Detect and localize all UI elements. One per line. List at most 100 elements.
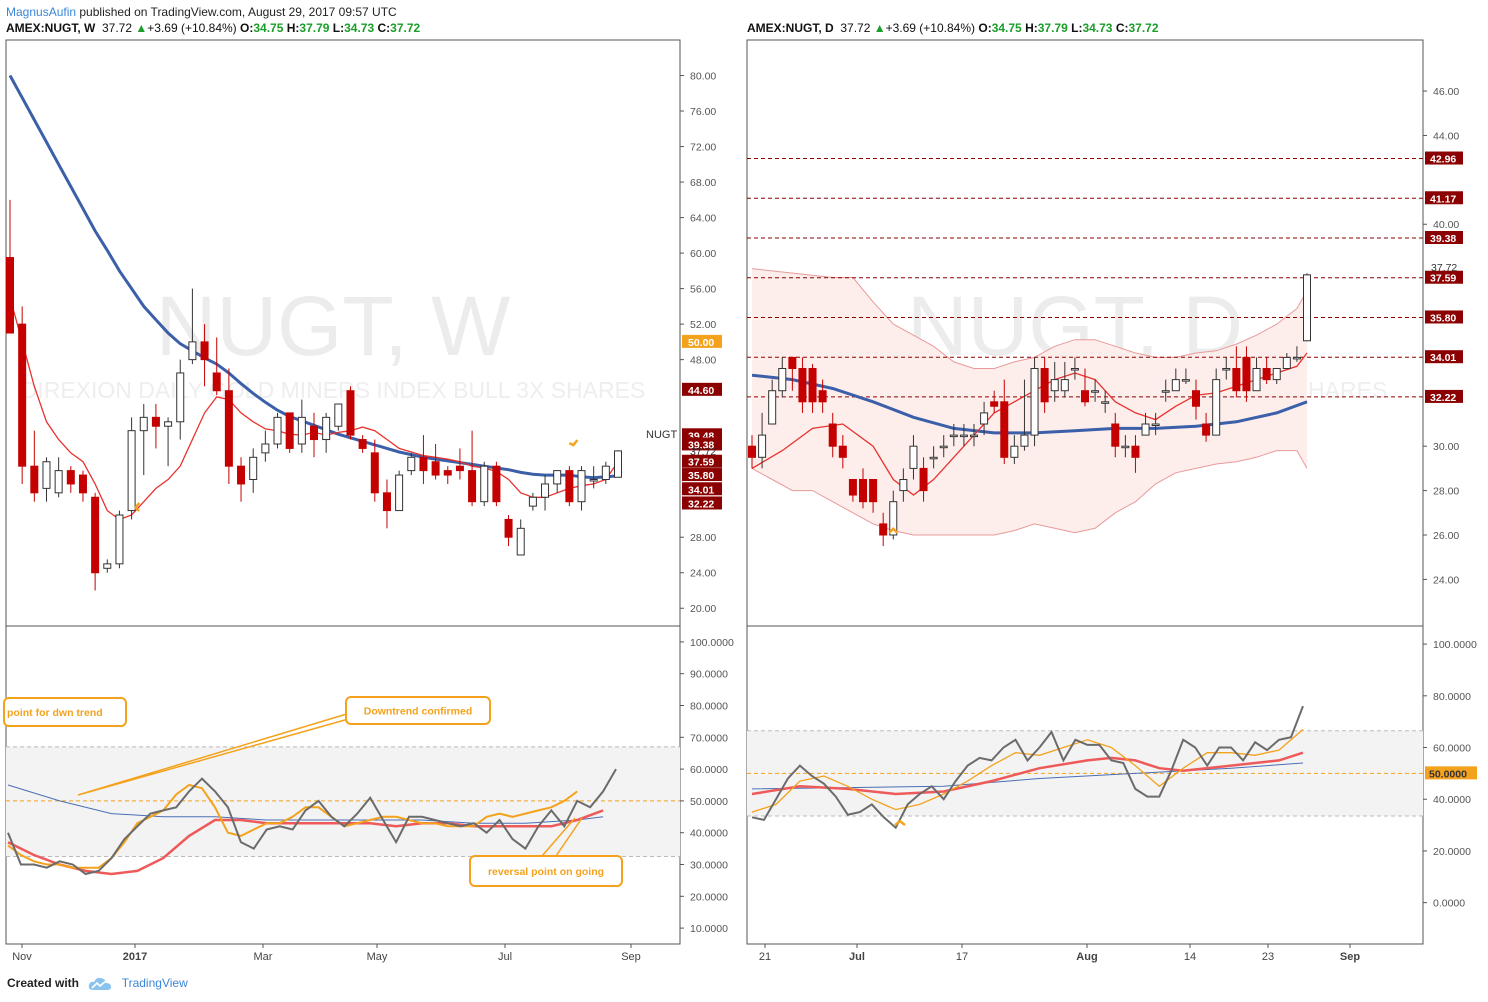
price-tag-label: 39.38 — [688, 439, 714, 451]
rsi-signal-line — [751, 728, 1304, 813]
y-tick-label: 30.0000 — [690, 860, 728, 872]
publish-header: MagnusAufin published on TradingView.com… — [6, 5, 397, 19]
y-tick-label: 40.0000 — [690, 828, 728, 840]
price-tag-label: 44.60 — [688, 385, 714, 397]
reversal-marker-icon — [888, 527, 899, 534]
bull-candle — [297, 416, 306, 445]
watermark-description: DIREXION DAILY GOLD MINERS INDEX BULL 3X… — [21, 377, 646, 403]
bear-candle — [419, 456, 428, 472]
bear-candle — [1111, 423, 1120, 447]
right-ticker[interactable]: AMEX:NUGT, D — [747, 21, 834, 35]
bull-candle — [1181, 379, 1190, 382]
price-tag — [1425, 270, 1463, 284]
price-tag-label: 42.96 — [1430, 154, 1456, 166]
left-ticker[interactable]: AMEX:NUGT, W — [6, 21, 96, 35]
y-tick-label: 80.0000 — [1433, 691, 1471, 703]
right-high: 37.79 — [1037, 21, 1068, 35]
bull-candle — [139, 416, 148, 432]
y-tick-label: 48.00 — [690, 355, 716, 367]
x-tick-label: Sep — [621, 951, 641, 963]
bull-candle — [42, 461, 51, 489]
bear-candle — [1040, 368, 1049, 403]
price-tag — [1425, 151, 1463, 165]
bull-candle — [758, 434, 767, 458]
created-with-label: Created with — [7, 976, 80, 990]
bull-candle — [1303, 274, 1311, 342]
bear-candle — [431, 461, 440, 476]
bull-candle — [889, 501, 898, 536]
price-tag-label: 37.59 — [688, 457, 714, 469]
x-tick-label: May — [367, 951, 388, 963]
bear-candle — [455, 465, 464, 472]
price-tag — [1425, 766, 1477, 780]
bear-candle — [748, 445, 756, 458]
bull-candle — [261, 443, 270, 454]
price-tag-label: 32.22 — [688, 498, 714, 510]
y-tick-label: 46.00 — [1433, 86, 1459, 98]
price-tag-label: 39.38 — [1430, 233, 1456, 245]
rsi-ma-slow-line — [7, 784, 604, 824]
y-tick-label: 44.00 — [1433, 130, 1459, 142]
y-tick-label: 60.0000 — [1433, 743, 1471, 755]
bear-candle — [798, 368, 807, 403]
bear-candle — [1081, 390, 1089, 403]
price-tag — [1425, 389, 1463, 403]
y-tick-label: 24.00 — [690, 568, 716, 580]
x-tick-label: 21 — [759, 951, 771, 963]
bull-candle — [322, 416, 331, 441]
bollinger-upper-line — [751, 268, 1308, 369]
bear-candle — [346, 390, 355, 436]
price-tag — [682, 468, 722, 482]
tradingview-brand-link[interactable]: TradingView — [121, 976, 188, 990]
bull-candle — [395, 474, 404, 512]
bear-candle — [1000, 401, 1009, 458]
bear-candle — [370, 452, 379, 494]
price-tag — [682, 382, 722, 396]
price-tag — [682, 334, 722, 348]
bull-candle — [115, 514, 124, 565]
bear-candle — [838, 445, 847, 458]
y-tick-label: 100.0000 — [690, 637, 734, 649]
y-tick-label: 30.00 — [1433, 441, 1459, 453]
bull-candle — [1091, 390, 1100, 393]
reversal-marker-icon — [134, 502, 141, 512]
bull-candle — [334, 403, 343, 427]
x-tick-label: Aug — [1076, 951, 1097, 963]
price-tag-label: 34.01 — [1430, 352, 1456, 364]
bear-candle — [224, 390, 233, 467]
bull-candle — [1161, 390, 1170, 393]
left-change: +3.69 (+10.84%) — [147, 21, 237, 35]
bear-candle — [565, 470, 574, 503]
price-tag — [1425, 350, 1463, 364]
y-tick-label: 70.0000 — [690, 732, 728, 744]
price-tag-label: 41.17 — [1430, 193, 1456, 205]
price-tag-label: 35.80 — [1430, 312, 1456, 324]
bull-candle — [959, 434, 968, 438]
bear-candle — [492, 465, 501, 503]
x-tick-label: Sep — [1340, 951, 1360, 963]
bear-candle — [30, 465, 39, 494]
bull-candle — [249, 456, 258, 481]
bear-candle — [237, 465, 246, 485]
x-tick-label: Jul — [498, 951, 512, 963]
reversal-marker-icon — [568, 439, 579, 447]
bear-candle — [468, 470, 477, 503]
annotation-down-point-text: point for dwn trend — [7, 707, 103, 719]
up-arrow-icon: ▲ — [135, 21, 148, 35]
bull-candle — [980, 412, 989, 425]
bull-candle — [1030, 368, 1039, 436]
bull-candle — [1252, 368, 1261, 392]
rsi-ma-slow-line — [751, 762, 1304, 790]
y-tick-label: 64.00 — [690, 213, 716, 225]
author-link[interactable]: MagnusAufin — [6, 5, 77, 19]
bull-candle — [1121, 445, 1130, 449]
x-tick-label: 17 — [956, 951, 968, 963]
bear-candle — [788, 356, 797, 370]
bear-candle — [869, 479, 878, 503]
y-tick-label: 90.0000 — [690, 669, 728, 681]
bear-candle — [212, 372, 221, 392]
right-l-label: L: — [1071, 21, 1083, 35]
annotation-down-point — [3, 697, 127, 727]
x-tick-label: Jul — [849, 951, 865, 963]
